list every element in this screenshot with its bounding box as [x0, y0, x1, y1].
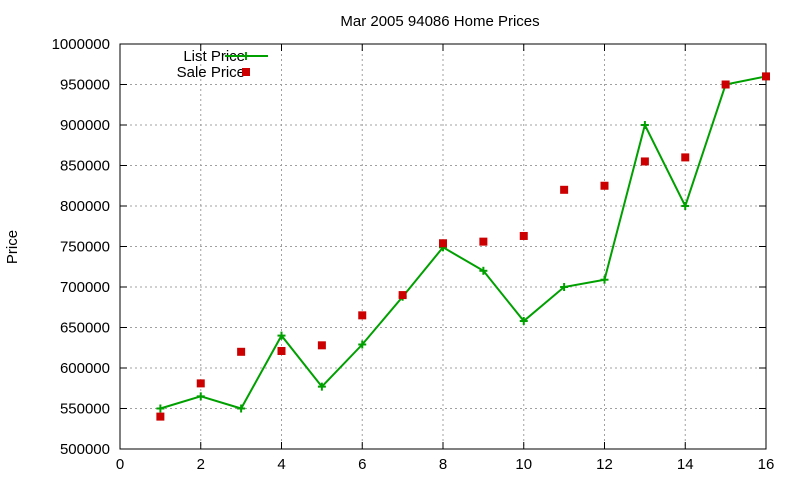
sale-price-point: [439, 239, 447, 248]
x-tick-label: 16: [758, 456, 775, 473]
legend-label: List Price: [183, 48, 245, 65]
list-price-point: [600, 275, 609, 284]
sale-price-point: [560, 185, 569, 194]
sale-price-point: [479, 237, 488, 246]
y-tick-label: 900000: [60, 117, 110, 134]
y-tick-label: 750000: [60, 239, 110, 256]
list-price-point: [237, 404, 246, 413]
y-tick-label: 950000: [60, 77, 110, 94]
list-price-point: [681, 202, 690, 210]
list-price-point: [242, 52, 250, 60]
sale-price-point: [317, 341, 326, 350]
list-price-point: [277, 331, 286, 340]
y-tick-label: 800000: [60, 198, 110, 215]
list-price-point: [640, 121, 649, 129]
x-tick-label: 12: [596, 456, 613, 473]
chart-title: Mar 2005 94086 Home Prices: [340, 13, 539, 30]
sale-price-point: [156, 412, 165, 421]
list-price-line: [160, 75, 767, 410]
list-price-point: [156, 404, 165, 413]
x-tick-label: 0: [116, 456, 124, 473]
y-axis-label: Price: [4, 230, 21, 264]
sale-price-point: [237, 347, 246, 356]
x-tick-label: 14: [677, 456, 694, 473]
x-tick-label: 2: [197, 456, 205, 473]
y-tick-label: 850000: [60, 158, 110, 175]
sale-price-point: [196, 379, 205, 388]
list-price-point: [479, 266, 488, 275]
sale-price-point: [640, 157, 649, 166]
list-price-point: [317, 382, 326, 391]
y-tick-label: 500000: [60, 441, 110, 458]
sale-price-point: [681, 153, 690, 162]
legend-label: Sale Price: [177, 64, 245, 81]
x-tick-label: 8: [439, 456, 447, 473]
series-layer: [156, 72, 770, 421]
y-tick-labels: 500000 550000 600000 650000 700000 750000 8000…: [52, 36, 110, 458]
list-price-point: [519, 317, 528, 326]
axis-ticks: [119, 43, 767, 450]
y-tick-label: 650000: [60, 320, 110, 337]
x-tick-label: 4: [277, 456, 285, 473]
sale-price-point: [398, 291, 407, 300]
sale-price-point: [519, 231, 528, 240]
y-tick-label: 700000: [60, 279, 110, 296]
sale-price-point: [762, 72, 770, 81]
list-price-point: [358, 340, 367, 349]
y-tick-label: 600000: [60, 360, 110, 377]
sale-price-point: [600, 181, 609, 190]
x-tick-label: 6: [358, 456, 366, 473]
sale-price-point: [358, 311, 367, 320]
sale-price-point: [721, 80, 730, 89]
x-tick-labels: 0 2 4 6 8 10 12 14 16: [116, 456, 775, 473]
y-tick-label: 1000000: [52, 36, 110, 53]
sale-price-point: [277, 346, 286, 355]
legend-square: [242, 68, 250, 76]
y-tick-label: 550000: [60, 401, 110, 418]
list-price-point: [196, 392, 205, 401]
x-tick-label: 10: [515, 456, 532, 473]
list-price-point: [560, 283, 569, 291]
